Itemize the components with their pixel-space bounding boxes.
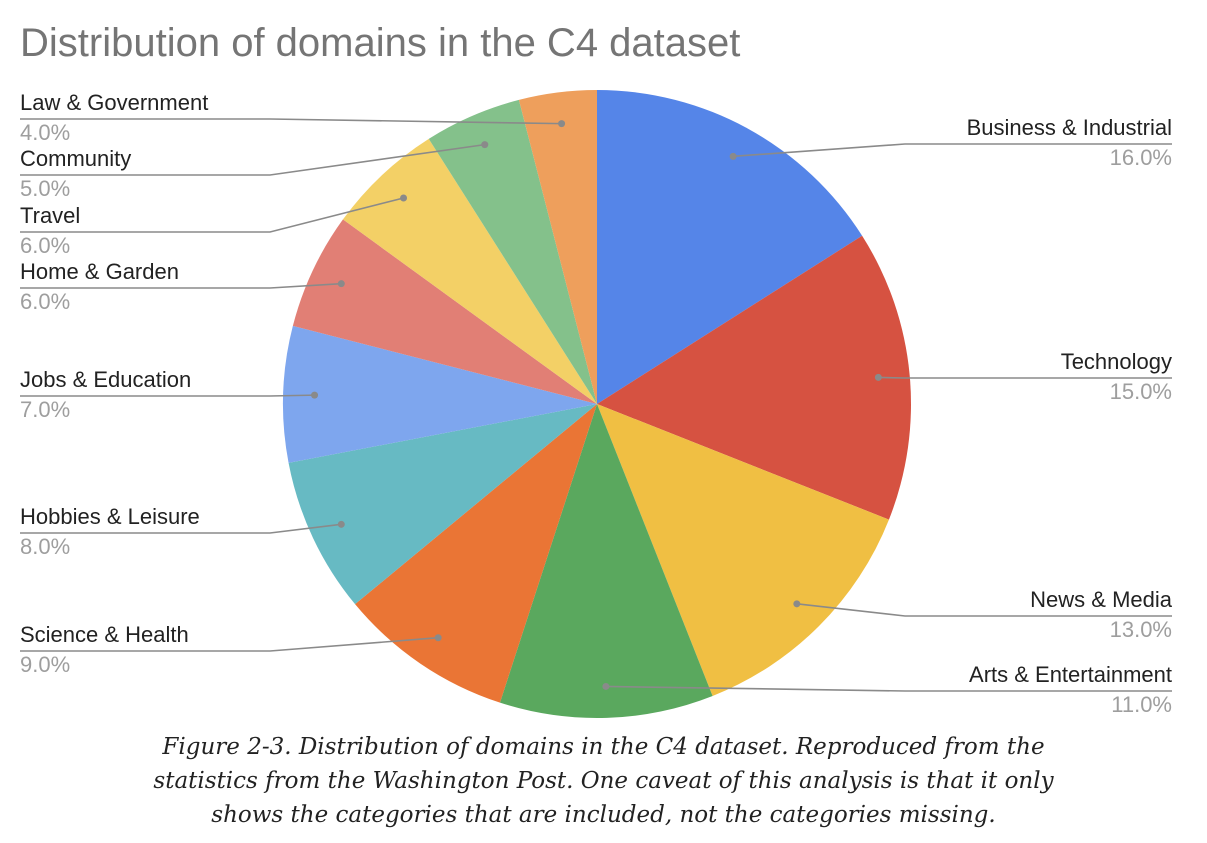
pie-chart: Distribution of domains in the C4 datase… — [20, 21, 1173, 718]
slice-percent-hobbies-and-leisure: 8.0% — [20, 534, 70, 559]
slice-percent-community: 5.0% — [20, 176, 70, 201]
pie-slice-home-and-garden — [292, 219, 597, 404]
chart-title: Distribution of domains in the C4 datase… — [20, 21, 740, 65]
pie-slice-community — [428, 99, 597, 404]
slice-label-arts-and-entertainment: Arts & Entertainment — [969, 662, 1172, 687]
slice-label-hobbies-and-leisure: Hobbies & Leisure — [20, 504, 200, 529]
slice-percent-technology: 15.0% — [1110, 379, 1172, 404]
slice-label-home-and-garden: Home & Garden — [20, 259, 179, 284]
leader-line-travel — [20, 197, 404, 233]
pie-slice-science-and-health — [355, 404, 597, 703]
caption-line-1: Figure 2-3. Distribution of domains in t… — [162, 734, 1045, 760]
pie-slice-law-and-government — [518, 90, 597, 404]
slice-percent-arts-and-entertainment: 11.0% — [1111, 692, 1172, 717]
leader-line-home-and-garden — [20, 282, 342, 289]
leader-line-hobbies-and-leisure — [20, 523, 342, 534]
slice-label-jobs-and-education: Jobs & Education — [20, 367, 191, 392]
slice-percent-travel: 6.0% — [20, 233, 70, 258]
slice-percent-jobs-and-education: 7.0% — [20, 397, 70, 422]
pie-slice-technology — [597, 235, 911, 520]
slice-label-travel: Travel — [20, 203, 80, 228]
slice-label-news-and-media: News & Media — [1030, 587, 1173, 612]
leader-line-jobs-and-education — [20, 394, 315, 397]
pie-slices — [283, 90, 911, 718]
slice-percent-home-and-garden: 6.0% — [20, 289, 70, 314]
pie-slice-travel — [342, 138, 597, 404]
pie-slice-arts-and-entertainment — [499, 404, 713, 718]
leader-line-news-and-media — [796, 603, 1172, 617]
slice-percent-law-and-government: 4.0% — [20, 120, 70, 145]
slice-label-law-and-government: Law & Government — [20, 90, 208, 115]
caption-line-2: statistics from the Washington Post. One… — [153, 768, 1054, 794]
slice-label-business-and-industrial: Business & Industrial — [967, 115, 1172, 140]
pie-slice-news-and-media — [597, 404, 889, 696]
slice-percent-business-and-industrial: 16.0% — [1110, 145, 1172, 170]
slice-label-technology: Technology — [1061, 349, 1172, 374]
leader-line-technology — [878, 376, 1172, 379]
slice-labels: Business & Industrial 16.0% Technology 15.0… — [20, 90, 1173, 717]
leader-line-arts-and-entertainment — [605, 685, 1172, 692]
pie-slice-business-and-industrial — [597, 90, 863, 404]
slice-percent-science-and-health: 9.0% — [20, 652, 70, 677]
leader-line-science-and-health — [20, 636, 439, 652]
pie-slice-jobs-and-education — [283, 325, 597, 463]
caption-line-3: shows the categories that are included, … — [211, 802, 996, 828]
slice-label-science-and-health: Science & Health — [20, 622, 189, 647]
leader-line-community — [20, 143, 485, 176]
slice-label-community: Community — [20, 146, 131, 171]
slice-percent-news-and-media: 13.0% — [1110, 617, 1172, 642]
leader-line-business-and-industrial — [733, 143, 1172, 158]
leader-line-law-and-government — [20, 118, 562, 125]
pie-slice-hobbies-and-leisure — [288, 404, 597, 605]
figure-caption: Figure 2-3. Distribution of domains in t… — [0, 730, 1207, 832]
